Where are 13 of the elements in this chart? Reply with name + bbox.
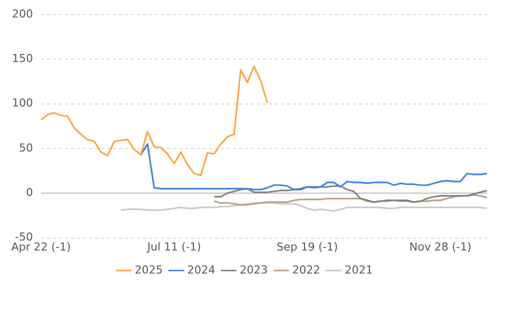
y-tick-label: 200 (12, 7, 33, 20)
legend-label: 2025 (134, 263, 163, 276)
y-tick-label: 50 (18, 141, 33, 154)
legend-label: 2021 (344, 263, 373, 276)
x-tick-label: Sep 19 (-1) (276, 240, 338, 254)
legend-label: 2023 (240, 263, 268, 276)
y-tick-label: 0 (26, 186, 33, 200)
x-tick-label: Jul 11 (-1) (146, 240, 202, 254)
y-tick-label: 150 (12, 52, 33, 66)
x-tick-label: Nov 28 (-1) (409, 240, 472, 254)
legend-label: 2024 (187, 263, 216, 276)
legend-label: 2022 (292, 263, 320, 276)
y-tick-label: 100 (12, 96, 33, 110)
